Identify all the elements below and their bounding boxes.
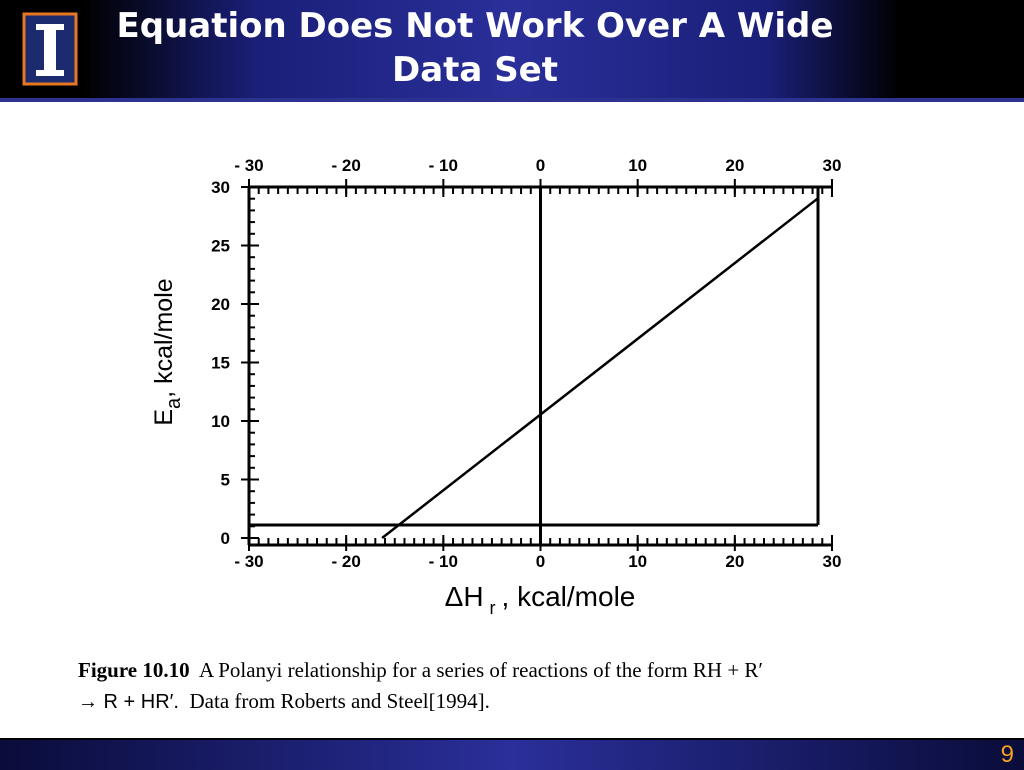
x-axis-label: ΔH r , kcal/mole [445,581,636,618]
y-tick-label: 15 [211,354,230,373]
y-label-sub: a [163,397,185,409]
y-tick-label: 5 [221,471,230,490]
x-tick-label: 20 [725,156,744,175]
y-tick-label: 10 [211,412,230,431]
x-tick-label: - 20 [332,552,361,571]
y-label-rest: , kcal/mole [150,278,178,397]
caption-text: A Polanyi relationship for a series of r… [198,658,764,682]
x-label-rest: , kcal/mole [502,581,636,612]
caption: Figure 10.10 A Polanyi relationship for … [78,655,938,718]
figure-number: Figure 10.10 [78,658,190,682]
x-tick-label: 30 [823,156,842,175]
footer: 9 [0,738,1024,770]
title-line: Data Set [392,50,558,90]
y-tick-label: 30 [211,178,230,197]
x-tick-label: - 10 [429,552,458,571]
x-tick-label: 10 [628,156,647,175]
title-line: Equation Does Not Work Over A Wide [116,6,834,46]
x-tick-label: 0 [536,156,545,175]
x-tick-label: - 30 [234,552,263,571]
x-tick-label: - 20 [332,156,361,175]
page-number: 9 [1000,741,1014,768]
x-tick-label: 10 [628,552,647,571]
y-tick-label: 25 [211,237,230,256]
x-label-sub: r [490,598,496,618]
y-tick-label: 20 [211,295,230,314]
y-tick-label: 0 [221,529,230,548]
x-tick-label: 30 [823,552,842,571]
data-line [381,197,819,539]
x-tick-label: - 30 [234,156,263,175]
caption-text: Data from Roberts and Steel[1994]. [189,689,490,713]
x-tick-label: 20 [725,552,744,571]
logo [22,12,78,86]
x-label-symbol: ΔH [445,581,484,612]
chart: - 30 - 30 - 20 - 20 - 10 - 10 0 0 10 10 20 20 30 30 0 5… [150,156,842,618]
header: Equation Does Not Work Over A Wide Data S… [0,0,1024,102]
x-tick-label: - 10 [429,156,458,175]
caption-formula: → R + HR′. [78,691,179,713]
y-axis-label: Ea, kcal/mole [150,278,185,425]
slide-title: Equation Does Not Work Over A Wide Data S… [90,4,860,92]
y-label-symbol: E [150,409,178,426]
x-tick-label: 0 [536,552,545,571]
